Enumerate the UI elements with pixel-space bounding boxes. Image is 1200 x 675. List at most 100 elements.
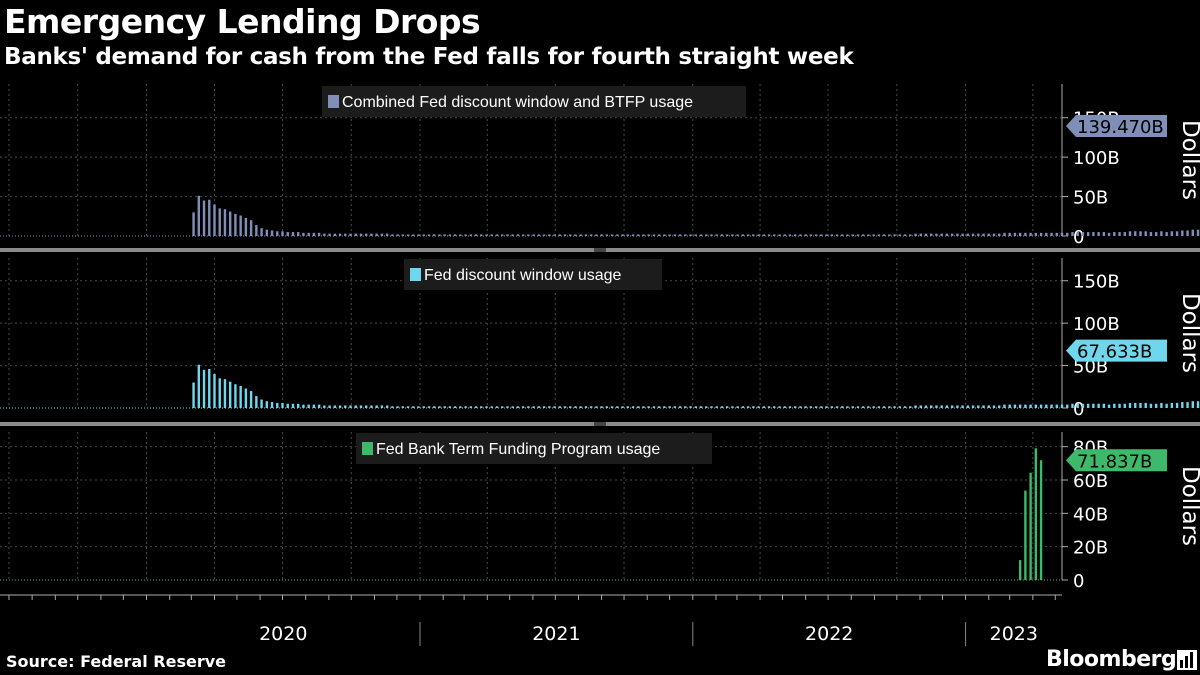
bar — [213, 204, 216, 236]
legend-label: Fed discount window usage — [424, 267, 622, 284]
bar — [741, 234, 745, 236]
bar — [427, 234, 431, 236]
bar — [480, 234, 483, 236]
bar — [354, 405, 357, 408]
bar — [705, 406, 708, 408]
bar — [626, 234, 629, 236]
bar — [422, 234, 425, 236]
bar — [537, 406, 541, 408]
bar — [856, 234, 860, 236]
bar — [1149, 232, 1153, 236]
bar — [1118, 232, 1121, 236]
bar — [208, 199, 211, 236]
bar — [1071, 403, 1074, 408]
bar — [1191, 401, 1194, 408]
bar — [1128, 231, 1132, 236]
bar — [799, 406, 802, 408]
bar — [1102, 403, 1106, 408]
bar — [757, 406, 760, 408]
bar — [924, 233, 928, 236]
bar — [406, 234, 410, 236]
y-tick-label: 60B — [1073, 471, 1108, 492]
bar — [1170, 231, 1174, 236]
bar — [286, 232, 289, 236]
bar — [1144, 231, 1147, 236]
bar — [731, 406, 734, 408]
bar — [856, 406, 860, 408]
bar — [239, 385, 242, 408]
bar — [982, 233, 985, 236]
bar — [762, 406, 766, 408]
bar — [725, 406, 729, 408]
bar — [443, 406, 446, 408]
legend-swatch — [410, 268, 421, 281]
bar — [1034, 232, 1038, 236]
bar — [433, 234, 436, 236]
bar — [359, 233, 363, 236]
bar — [260, 399, 263, 408]
bar — [647, 406, 650, 408]
bar — [433, 406, 436, 408]
bar — [1081, 403, 1085, 408]
bar — [312, 232, 316, 236]
bar — [412, 406, 415, 408]
bar — [992, 233, 996, 236]
bar — [841, 406, 844, 408]
bar — [427, 406, 431, 408]
bar — [977, 233, 980, 236]
bar — [882, 406, 886, 408]
bar — [793, 234, 797, 236]
bar — [1003, 404, 1006, 408]
bar — [1128, 402, 1132, 408]
bar — [239, 215, 242, 236]
bar — [992, 405, 996, 408]
bar — [872, 234, 875, 236]
bar — [851, 406, 854, 408]
bar — [490, 234, 493, 236]
bar — [971, 405, 975, 408]
bar — [192, 212, 195, 236]
bar — [558, 406, 561, 408]
y-tick-label: 50B — [1073, 188, 1108, 209]
bar — [328, 233, 331, 236]
bar — [1018, 232, 1022, 236]
bar — [961, 405, 964, 408]
bar — [401, 234, 405, 236]
bar — [501, 406, 504, 408]
y-tick-label: 100B — [1073, 148, 1120, 169]
bar — [485, 234, 488, 236]
bar — [778, 406, 781, 408]
bar — [715, 406, 718, 408]
bar — [1170, 402, 1174, 408]
bar — [448, 234, 452, 236]
legend-box — [322, 86, 746, 117]
bar — [694, 406, 697, 408]
bar — [218, 208, 221, 236]
bar — [642, 234, 645, 236]
bar — [584, 406, 588, 408]
bar — [370, 233, 373, 236]
bar — [542, 406, 546, 408]
bar — [1181, 402, 1184, 408]
bar — [1134, 231, 1137, 236]
panel-separator — [0, 248, 1200, 252]
bar — [966, 233, 970, 236]
bar — [652, 406, 656, 408]
bar — [1165, 403, 1168, 408]
bar — [453, 234, 457, 236]
bar — [893, 234, 896, 236]
bar — [579, 406, 582, 408]
bar — [977, 405, 980, 408]
bar — [1050, 232, 1053, 236]
y-tick-label: 100B — [1073, 314, 1120, 335]
bar — [1066, 232, 1069, 236]
bar — [464, 406, 467, 408]
bar — [495, 406, 499, 408]
bar — [830, 234, 834, 236]
bar — [998, 405, 1001, 408]
bar — [914, 233, 917, 236]
bar — [412, 234, 415, 236]
bar — [637, 234, 640, 236]
bar — [1113, 232, 1116, 236]
bar — [595, 234, 598, 236]
